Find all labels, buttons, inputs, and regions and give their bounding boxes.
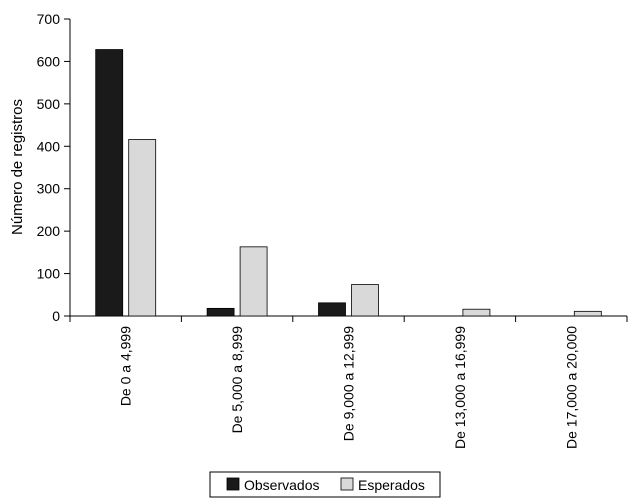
y-tick-label-3: 300 xyxy=(37,181,61,197)
bar-esperados-2 xyxy=(351,284,379,317)
legend-label-1: Esperados xyxy=(358,477,425,493)
legend-swatch-1 xyxy=(340,477,354,491)
y-tick-label-0: 0 xyxy=(52,308,60,324)
x-tick-label-3: De 13,000 a 16,999 xyxy=(452,326,468,449)
x-tick-label-1: De 5,000 a 8,999 xyxy=(229,326,245,434)
x-tick-label-2: De 9,000 a 12,999 xyxy=(341,326,357,441)
bar-esperados-0 xyxy=(128,139,157,317)
y-tick-label-1: 100 xyxy=(37,266,61,282)
bar-esperados-1 xyxy=(239,246,268,317)
legend-box xyxy=(209,471,441,498)
bar-observados-2 xyxy=(318,302,346,317)
y-axis: 0 100 200 300 400 500 600 700 xyxy=(37,11,71,324)
legend-swatch-0 xyxy=(226,477,240,491)
x-tick-label-4: De 17,000 a 20,000 xyxy=(563,326,579,449)
bar-observados-0 xyxy=(95,49,124,317)
y-tick-label-2: 200 xyxy=(37,223,61,239)
y-tick-label-4: 400 xyxy=(37,138,61,154)
y-tick-label-7: 700 xyxy=(37,11,61,27)
y-tick-label-6: 600 xyxy=(37,53,61,69)
legend: Observados Esperados xyxy=(209,471,441,498)
bar-esperados-3 xyxy=(462,308,491,317)
x-axis: De 0 a 4,999 De 5,000 a 8,999 De 9,000 a 1… xyxy=(69,315,628,449)
bar-esperados-4 xyxy=(573,310,602,317)
y-axis-label: Número de registros xyxy=(9,99,26,235)
bar-observados-1 xyxy=(206,307,235,317)
bars xyxy=(95,49,602,317)
x-tick-label-0: De 0 a 4,999 xyxy=(118,326,134,406)
legend-label-0: Observados xyxy=(244,477,319,493)
y-tick-label-5: 500 xyxy=(37,96,61,112)
